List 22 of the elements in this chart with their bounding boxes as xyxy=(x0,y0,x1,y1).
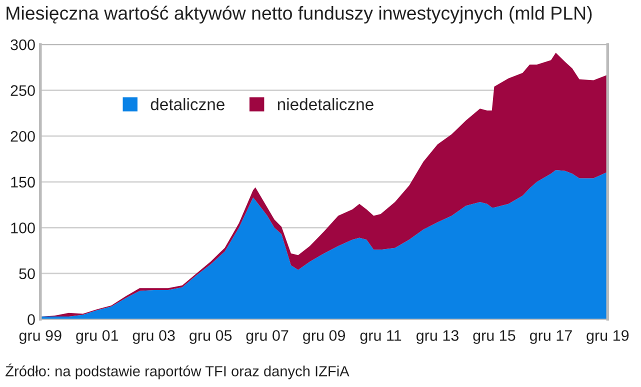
y-tick-label: 50 xyxy=(19,268,35,280)
y-tick-label: 100 xyxy=(11,222,35,234)
y-tick-label: 150 xyxy=(11,176,35,188)
x-tick-label: gru 17 xyxy=(530,330,572,344)
x-tick-label: gru 01 xyxy=(76,330,118,344)
legend-label: detaliczne xyxy=(150,98,224,110)
x-tick-label: gru 13 xyxy=(416,330,459,344)
chart-title: Miesięczna wartość aktywów netto funduszy inwestycyjnych (mld PLN) xyxy=(6,6,592,24)
y-tick-label: 200 xyxy=(10,130,35,142)
legend-label: niedetaliczne xyxy=(278,98,374,110)
y-tick-label: 0 xyxy=(28,314,35,325)
text: Źródło: na podstawie raportów TFI oraz danych IZFiA xyxy=(6,364,350,380)
y-tick-label: 250 xyxy=(10,85,35,96)
x-tick-label: gru 09 xyxy=(303,330,345,344)
x-tick-label: gru 99 xyxy=(19,330,62,344)
x-tick-label: gru 07 xyxy=(246,330,288,344)
x-tick-label: gru 11 xyxy=(360,330,402,344)
x-tick-label: gru 03 xyxy=(132,330,175,344)
y-tick-label: 300 xyxy=(10,39,35,50)
x-tick-label: gru 15 xyxy=(473,330,516,344)
x-tick-label: gru 19 xyxy=(586,330,629,344)
x-tick-label: gru 05 xyxy=(190,330,232,344)
